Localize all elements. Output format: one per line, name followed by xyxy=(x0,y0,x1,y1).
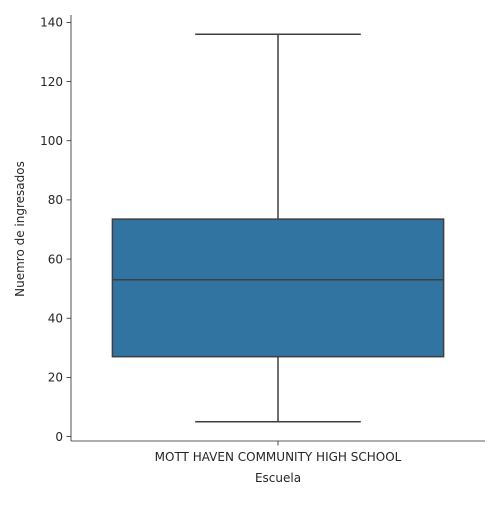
y-tick-label: 140 xyxy=(40,16,63,30)
axes: MOTT HAVEN COMMUNITY HIGH SCHOOL 0 20 40 60 8… xyxy=(40,15,485,464)
iqr-box xyxy=(111,218,445,358)
y-tick-label: 40 xyxy=(48,312,63,326)
y-tick-label: 0 xyxy=(55,430,63,444)
y-tick-label: 100 xyxy=(40,134,63,148)
y-tick-label: 20 xyxy=(48,371,63,385)
y-tick-label: 60 xyxy=(48,252,63,266)
x-tick-label: MOTT HAVEN COMMUNITY HIGH SCHOOL xyxy=(155,450,402,464)
y-axis-title: Nuemro de ingresados xyxy=(13,161,27,297)
plot-area xyxy=(111,33,445,423)
y-tick-label: 120 xyxy=(40,75,63,89)
y-tick-label: 80 xyxy=(48,193,63,207)
x-axis-title: Escuela xyxy=(255,471,301,485)
